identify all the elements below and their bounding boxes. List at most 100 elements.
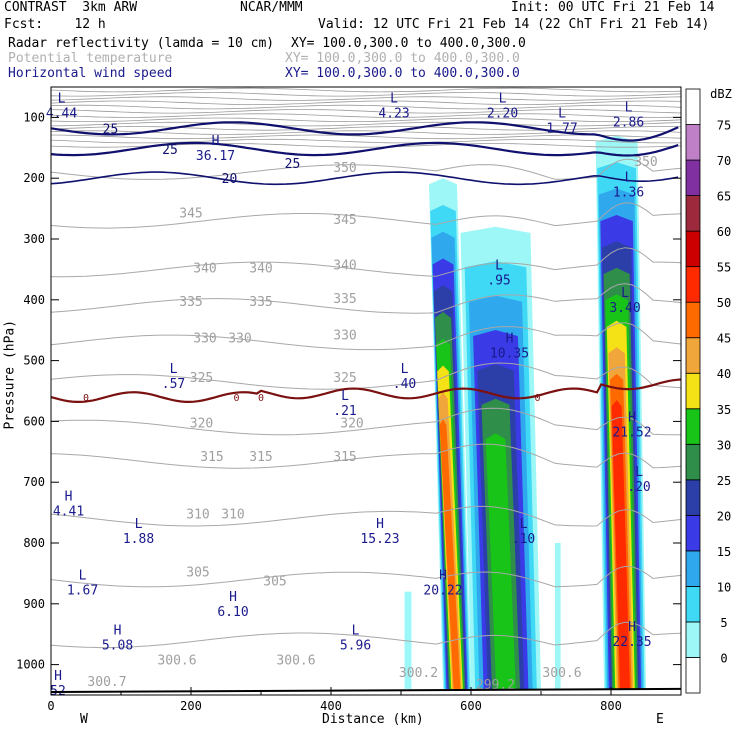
theta-label: 325 xyxy=(190,371,213,386)
theta-label: 300.2 xyxy=(399,666,438,681)
reflectivity-area xyxy=(611,400,630,689)
extremum-type-label: H xyxy=(229,590,237,605)
extremum-type-label: L xyxy=(390,91,398,106)
extremum-value-label: .40 xyxy=(393,377,416,392)
colorbar-swatch xyxy=(685,124,701,161)
reflectivity-area xyxy=(555,543,561,689)
colorbar-unit-label: dBZ xyxy=(710,87,732,101)
y-tick-label: 600 xyxy=(23,414,45,428)
colorbar-swatch xyxy=(685,443,701,481)
extremum-type-label: H xyxy=(506,331,514,346)
plot-axes: 0 200 400 600 800100200300400500600700800900… xyxy=(16,86,682,713)
wind-contour-line xyxy=(50,171,679,186)
theta-label: 310 xyxy=(186,508,209,523)
extremum-type-label: L xyxy=(170,362,178,377)
theta-contour-line xyxy=(50,505,682,527)
wind-contour-label: 25 xyxy=(103,122,119,137)
y-tick-label: 300 xyxy=(23,232,45,246)
theta-contour-line xyxy=(50,96,682,101)
extremum-type-label: L xyxy=(495,258,503,273)
theta-contour-line xyxy=(50,126,682,131)
colorbar-swatch xyxy=(685,550,701,587)
extremum-type-label: H xyxy=(628,410,636,425)
y-tick-label: 100 xyxy=(23,110,45,124)
theta-label: 320 xyxy=(340,416,363,431)
extremum-type-label: H xyxy=(628,620,636,635)
extremum-type-label: L xyxy=(625,100,633,115)
theta-contour-line xyxy=(50,362,682,390)
colorbar-tick-label: 30 xyxy=(717,438,731,452)
theta-contour-line xyxy=(50,104,682,110)
extremum-type-label: L xyxy=(135,517,143,532)
theta-label: 330 xyxy=(193,331,216,346)
colorbar-tick-label: 5 xyxy=(720,616,727,630)
colorbar-top-cell xyxy=(685,88,701,125)
x-tick-label: 0 xyxy=(47,699,54,713)
colorbar-swatch xyxy=(685,337,701,374)
extremum-value-label: .95 xyxy=(487,273,510,288)
extremum-value-label: .10 xyxy=(512,532,535,547)
field-name-wind: Horizontal wind speed xyxy=(8,66,173,81)
init-time: Init: 00 UTC Fri 21 Feb 14 xyxy=(511,0,715,15)
theta-contour-line xyxy=(50,202,682,229)
x-axis-label: Distance (km) xyxy=(322,712,424,727)
freezing-label: 0 xyxy=(258,393,264,404)
model-title: CONTRAST 3km ARW xyxy=(4,0,138,15)
theta-contour-line xyxy=(50,117,682,123)
extremum-value-label: 4.41 xyxy=(53,505,84,520)
theta-contour-line xyxy=(50,138,681,144)
colorbar-tick-label: 15 xyxy=(717,545,731,559)
theta-contour-line xyxy=(50,565,682,588)
theta-label: 300.6 xyxy=(157,654,196,669)
theta-label: 325 xyxy=(333,371,356,386)
extremum-type-label: L xyxy=(401,362,409,377)
extremum-value-label: 5.08 xyxy=(102,638,133,653)
y-axis-label: Pressure (hPa) xyxy=(2,319,18,430)
extremum-type-label: L xyxy=(79,569,87,584)
colorbar-swatch xyxy=(685,408,701,445)
y-tick-label: 400 xyxy=(23,293,45,307)
x-tick-label: 200 xyxy=(180,699,202,713)
theta-label: 335 xyxy=(333,292,356,307)
colorbar-tick-label: 55 xyxy=(717,261,731,275)
theta-label: 315 xyxy=(249,450,272,465)
extremum-value-label: 15.23 xyxy=(360,532,399,547)
reflectivity-area xyxy=(404,591,412,689)
x-tick-label: 800 xyxy=(600,699,622,713)
wind-contour-label: 20 xyxy=(222,172,238,187)
colorbar-swatch xyxy=(685,230,701,268)
extremum-value-label: 2.20 xyxy=(487,106,518,121)
wind-contour-label: 25 xyxy=(285,157,301,172)
freezing-label: 0 xyxy=(534,393,540,404)
reflectivity-area xyxy=(485,433,516,689)
extremum-type-label: H xyxy=(376,517,384,532)
extremum-type-label: L xyxy=(635,465,643,480)
extremum-value-label: 10.35 xyxy=(490,346,529,361)
freezing-label: 0 xyxy=(233,393,239,404)
colorbar-tick-label: 35 xyxy=(717,403,731,417)
x-tick-label: 600 xyxy=(460,699,482,713)
extremum-type-label: L xyxy=(558,106,566,121)
y-tick-label: 800 xyxy=(23,536,45,550)
field-name-theta: Potential temperature xyxy=(8,51,173,66)
theta-label: 300.6 xyxy=(542,666,581,681)
theta-label: 305 xyxy=(186,565,209,580)
colorbar-tick-label: 0 xyxy=(720,651,727,665)
freezing-level-line: 0 0 0 0 xyxy=(50,378,682,404)
theta-label: 330 xyxy=(228,331,251,346)
theta-label: 300.7 xyxy=(87,675,126,690)
extremum-type-label: H xyxy=(212,134,220,149)
y-tick-label: 500 xyxy=(23,354,45,368)
colorbar-swatch xyxy=(685,266,701,303)
reflectivity-area xyxy=(439,419,461,689)
theta-label: 350 xyxy=(333,161,356,176)
field-xy-reflectivity: XY= 100.0,300.0 to 400.0,300.0 xyxy=(291,36,526,51)
extremum-value-label: 4.23 xyxy=(378,106,409,121)
colorbar-swatch xyxy=(685,621,701,658)
theta-contour-line xyxy=(50,247,682,278)
theta-label: 340 xyxy=(249,261,272,276)
wind-contour-label: 25 xyxy=(162,143,178,158)
colorbar-swatch xyxy=(685,657,701,694)
y-tick-label: 1000 xyxy=(16,658,45,672)
plot-frame xyxy=(50,86,682,696)
